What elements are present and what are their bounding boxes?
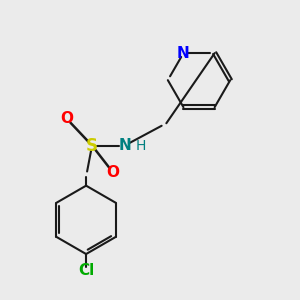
Text: O: O [60, 111, 73, 126]
Text: N: N [177, 46, 190, 61]
Text: Cl: Cl [78, 263, 94, 278]
Text: O: O [106, 165, 119, 180]
Text: S: S [86, 136, 98, 154]
Text: H: H [136, 139, 146, 152]
Text: N: N [118, 138, 131, 153]
